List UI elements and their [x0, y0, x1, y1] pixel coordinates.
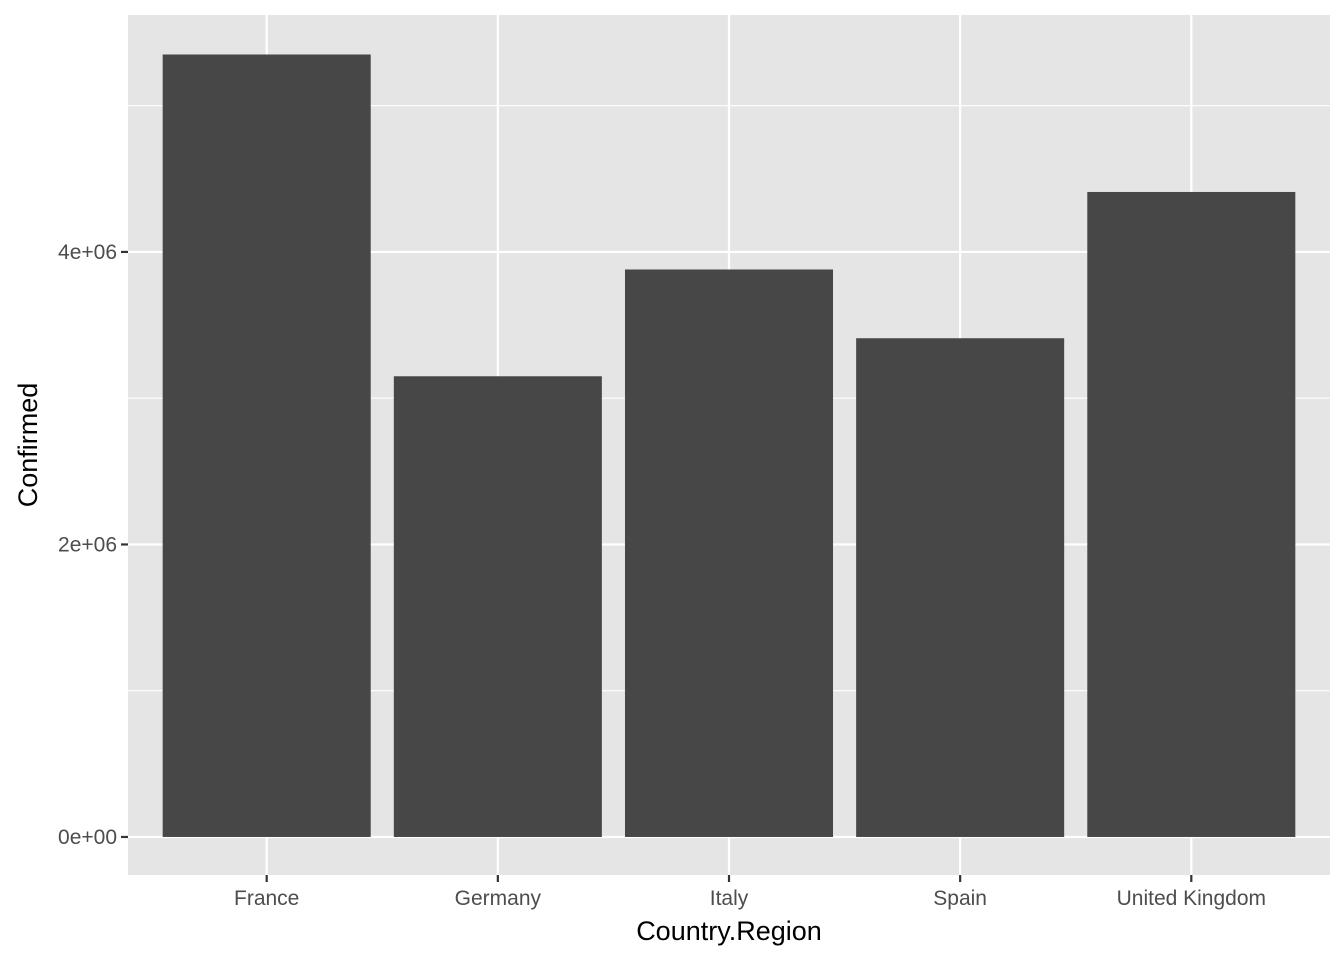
y-tick-label: 4e+06 [58, 241, 117, 264]
bar [1087, 191, 1296, 837]
x-tick-label: France [234, 887, 299, 910]
y-tick-label: 2e+06 [58, 533, 117, 556]
x-axis-title: Country.Region [636, 916, 822, 946]
x-tick-label: Spain [933, 887, 987, 910]
x-tick-label: Germany [455, 887, 542, 910]
y-axis: 0e+00 2e+06 4e+06 [58, 241, 128, 849]
bar [393, 376, 602, 837]
bar [162, 54, 371, 837]
y-axis-title: Confirmed [13, 383, 43, 508]
y-tick-label: 0e+00 [58, 826, 117, 849]
x-tick-label: Italy [710, 887, 749, 910]
x-axis: France Germany Italy Spain United Kingdom [234, 875, 1266, 910]
bars [162, 54, 1296, 837]
x-tick-label: United Kingdom [1117, 887, 1266, 910]
bar [856, 338, 1065, 837]
bar [624, 269, 834, 837]
